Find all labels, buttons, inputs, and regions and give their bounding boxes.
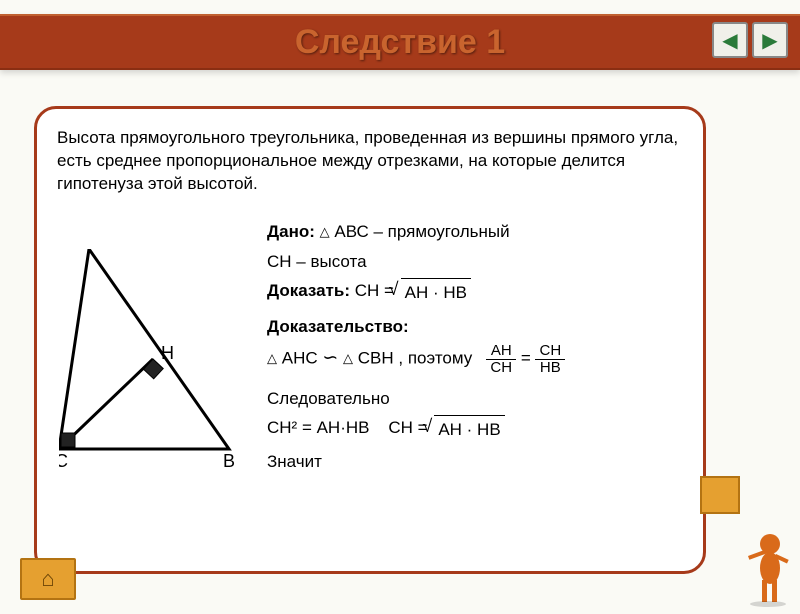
triangle-symbol-1: △ — [267, 351, 277, 366]
vertex-c-label: С — [59, 451, 68, 471]
proof-label: Доказательство: — [267, 314, 685, 340]
orange-decoration — [700, 476, 740, 514]
content-box: Высота прямоугольного треугольника, пров… — [34, 106, 706, 574]
proof-fraction-2: СН НВ — [535, 343, 565, 376]
given-label: Дано: — [267, 222, 315, 241]
given-triangle: АВС — [334, 222, 368, 241]
therefore-label: Значит — [267, 449, 685, 475]
consequently-label: Следовательно — [267, 386, 685, 412]
vertex-h-label: Н — [161, 343, 174, 363]
prove-sqrt: √ АН · НВ — [401, 278, 471, 306]
similar-symbol: ∽ — [322, 348, 338, 369]
triangle-symbol-2: △ — [343, 351, 353, 366]
nav-next-button[interactable]: ▶ — [752, 22, 788, 58]
proof-tri-2: СВН — [358, 349, 394, 368]
title-bar: Следствие 1 — [0, 14, 800, 70]
slide-title: Следствие 1 — [295, 23, 505, 62]
proof-fraction-1: АН СН — [486, 343, 516, 376]
mascot-figure — [740, 530, 794, 608]
prove-label: Доказать: — [267, 281, 350, 300]
proof-therefore: , поэтому — [398, 349, 472, 368]
conseq-sqrt: √ АН · НВ — [434, 415, 504, 443]
conseq-eq-squared: СН² = АН·НВ — [267, 418, 369, 437]
home-button[interactable]: ⌂ — [20, 558, 76, 600]
vertex-b-label: В — [223, 451, 235, 471]
given-right: – прямоугольный — [373, 222, 509, 241]
eq-sign: = — [521, 349, 536, 368]
given-altitude: СН – высота — [267, 249, 685, 275]
math-area: Дано: △ АВС – прямоугольный СН – высота … — [267, 219, 685, 478]
proof-tri-1: АНС — [282, 349, 318, 368]
triangle-symbol: △ — [320, 224, 330, 239]
nav-prev-button[interactable]: ◀ — [712, 22, 748, 58]
home-icon: ⌂ — [41, 566, 54, 592]
theorem-statement: Высота прямоугольного треугольника, пров… — [57, 127, 683, 196]
triangle-diagram: А С В Н — [59, 249, 259, 484]
